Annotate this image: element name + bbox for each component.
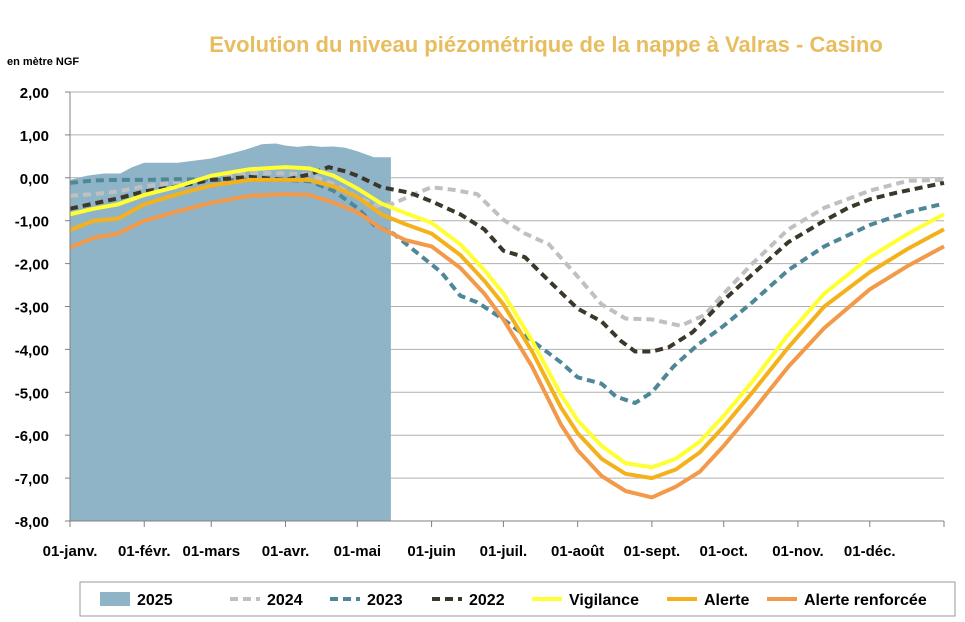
legend-label-2025: 2025 [137, 592, 173, 609]
legend-label-alerte-renforcée: Alerte renforcée [804, 592, 927, 609]
x-tick-label: 01-déc. [844, 543, 896, 560]
series-area-2025 [70, 143, 391, 521]
y-axis-label: en mètre NGF [7, 56, 79, 68]
y-tick-label: -8,00 [15, 514, 49, 531]
chart-title: Evolution du niveau piézométrique de la … [209, 32, 883, 57]
series-line-2024 [69, 170, 945, 328]
legend-frame [79, 581, 956, 617]
y-tick-label: 0,00 [20, 171, 49, 188]
x-tick-labels: 01-janv. 01-févr. 01-mars 01-avr. 01-mai 01-j… [43, 543, 896, 560]
x-tick-label: 01-oct. [700, 543, 748, 560]
legend-swatch-2025 [100, 592, 130, 606]
area-series-layer [70, 143, 391, 521]
legend-label-2024: 2024 [267, 592, 303, 609]
x-tick-label: 01-mars [183, 543, 241, 560]
x-tick-label: 01-sept. [624, 543, 681, 560]
y-tick-label: -5,00 [15, 385, 49, 402]
x-tick-label: 01-avr. [262, 543, 310, 560]
series-line-2022 [69, 165, 945, 354]
y-tick-label: 2,00 [20, 85, 49, 102]
legend-label-2023: 2023 [367, 592, 403, 609]
x-tick-label: 01-juin [407, 543, 455, 560]
y-tick-label: -2,00 [15, 257, 49, 274]
series-line-alerte-renforcée [69, 192, 945, 500]
y-tick-label: -6,00 [15, 428, 49, 445]
series-line-alerte [69, 177, 945, 481]
legend-label-vigilance: Vigilance [569, 592, 639, 609]
series-line-vigilance [69, 165, 945, 470]
y-tick-labels: 2,00 1,00 0,00 -1,00 -2,00 -3,00 -4,00 -5,00 -6,… [15, 85, 49, 531]
y-tick-label: -1,00 [15, 214, 49, 231]
x-tick-label: 01-nov. [772, 543, 823, 560]
x-tick-label: 01-févr. [118, 543, 171, 560]
y-tick-label: -4,00 [15, 342, 49, 359]
y-tick-label: -7,00 [15, 471, 49, 488]
legend: 2025 2024 2023 2022 Vigilance Alerte Alerte re… [79, 581, 956, 617]
legend-items: 2025 2024 2023 2022 Vigilance Alerte Alerte re… [100, 592, 927, 609]
x-tick-label: 01-juil. [480, 543, 528, 560]
axes [65, 91, 945, 527]
legend-label-alerte: Alerte [704, 592, 749, 609]
line-series-layer [69, 165, 945, 500]
y-tick-label: 1,00 [20, 128, 49, 145]
x-tick-label: 01-janv. [43, 543, 98, 560]
x-tick-label: 01-mai [334, 543, 382, 560]
legend-label-2022: 2022 [469, 592, 505, 609]
y-tick-label: -3,00 [15, 300, 49, 317]
x-tick-label: 01-août [551, 543, 604, 560]
